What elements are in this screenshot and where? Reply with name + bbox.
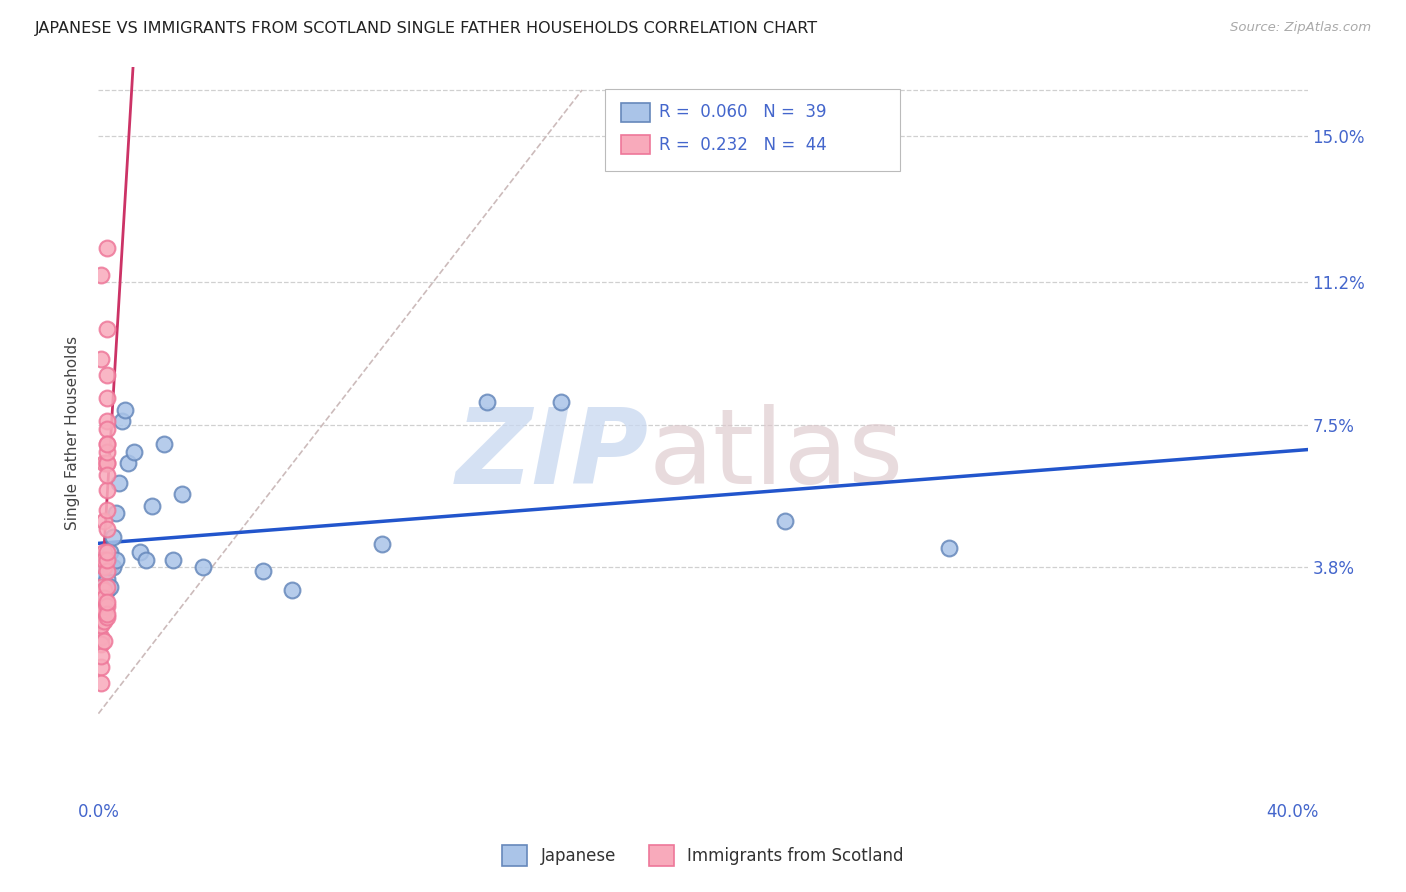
Point bbox=[129, 545, 152, 559]
Point bbox=[135, 552, 157, 566]
Point bbox=[252, 564, 274, 578]
Point bbox=[93, 568, 115, 582]
Point bbox=[93, 457, 115, 471]
Point bbox=[96, 610, 118, 624]
Point bbox=[93, 614, 115, 628]
Point bbox=[103, 560, 125, 574]
Point bbox=[90, 591, 112, 606]
Point bbox=[108, 475, 131, 490]
Point bbox=[98, 580, 121, 594]
Point bbox=[90, 630, 112, 644]
Point bbox=[90, 580, 112, 594]
Point bbox=[153, 437, 176, 451]
Point bbox=[96, 552, 118, 566]
Point bbox=[90, 268, 112, 282]
Point bbox=[96, 457, 118, 471]
Point bbox=[96, 583, 118, 598]
Point bbox=[96, 595, 118, 609]
Point bbox=[90, 676, 112, 690]
Point bbox=[96, 437, 118, 451]
Point bbox=[117, 457, 139, 471]
Point bbox=[98, 545, 121, 559]
Point bbox=[475, 394, 498, 409]
Point bbox=[90, 552, 112, 566]
Point bbox=[90, 572, 112, 586]
Point bbox=[93, 591, 115, 606]
Text: R =  0.060   N =  39: R = 0.060 N = 39 bbox=[659, 103, 827, 121]
Point bbox=[170, 487, 193, 501]
Point bbox=[281, 583, 304, 598]
Point bbox=[90, 599, 112, 613]
Point bbox=[96, 483, 118, 498]
Point bbox=[93, 599, 115, 613]
Text: Source: ZipAtlas.com: Source: ZipAtlas.com bbox=[1230, 21, 1371, 35]
Text: atlas: atlas bbox=[648, 403, 904, 506]
Point bbox=[96, 457, 118, 471]
Text: ZIP: ZIP bbox=[456, 403, 648, 506]
Point bbox=[96, 437, 118, 451]
Point bbox=[96, 564, 118, 578]
Point bbox=[96, 502, 118, 516]
Point bbox=[90, 660, 112, 674]
Point bbox=[90, 637, 112, 651]
Point bbox=[773, 514, 796, 528]
Point bbox=[90, 618, 112, 632]
Point bbox=[96, 572, 118, 586]
Point bbox=[96, 445, 118, 459]
Point bbox=[938, 541, 960, 555]
Point bbox=[122, 445, 145, 459]
Text: R =  0.232   N =  44: R = 0.232 N = 44 bbox=[659, 136, 827, 153]
Point bbox=[96, 241, 118, 255]
Point bbox=[90, 648, 112, 663]
Point bbox=[93, 583, 115, 598]
Point bbox=[90, 580, 112, 594]
Point bbox=[93, 514, 115, 528]
Point bbox=[103, 530, 125, 544]
Point bbox=[105, 552, 128, 566]
Point bbox=[96, 545, 118, 559]
Point bbox=[93, 583, 115, 598]
Point bbox=[98, 560, 121, 574]
Point bbox=[96, 522, 118, 536]
Point bbox=[90, 352, 112, 367]
Point bbox=[96, 414, 118, 428]
Point bbox=[96, 467, 118, 482]
Point bbox=[93, 552, 115, 566]
Point bbox=[96, 580, 118, 594]
Point bbox=[114, 402, 136, 417]
Legend: Japanese, Immigrants from Scotland: Japanese, Immigrants from Scotland bbox=[494, 837, 912, 874]
Point bbox=[93, 560, 115, 574]
Point bbox=[141, 499, 163, 513]
Point bbox=[90, 564, 112, 578]
Point bbox=[96, 391, 118, 405]
Point bbox=[96, 607, 118, 621]
Point bbox=[93, 545, 115, 559]
Point bbox=[96, 321, 118, 335]
Point bbox=[96, 368, 118, 382]
Point bbox=[371, 537, 394, 551]
Y-axis label: Single Father Households: Single Father Households bbox=[65, 335, 80, 530]
Point bbox=[96, 422, 118, 436]
Point bbox=[105, 507, 128, 521]
Point bbox=[93, 603, 115, 617]
Point bbox=[96, 560, 118, 574]
Point bbox=[96, 599, 118, 613]
Point bbox=[191, 560, 214, 574]
Text: JAPANESE VS IMMIGRANTS FROM SCOTLAND SINGLE FATHER HOUSEHOLDS CORRELATION CHART: JAPANESE VS IMMIGRANTS FROM SCOTLAND SIN… bbox=[35, 21, 818, 37]
Point bbox=[162, 552, 184, 566]
Point bbox=[90, 610, 112, 624]
Point bbox=[96, 552, 118, 566]
Point bbox=[93, 552, 115, 566]
Point bbox=[93, 633, 115, 648]
Point bbox=[550, 394, 572, 409]
Point bbox=[111, 414, 134, 428]
